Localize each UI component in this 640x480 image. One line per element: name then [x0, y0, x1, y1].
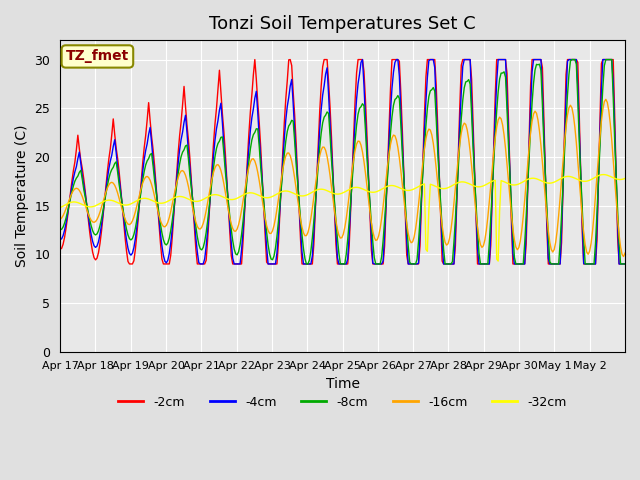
-8cm	[303, 261, 310, 267]
-32cm	[56, 204, 64, 210]
-8cm	[545, 233, 552, 239]
Line: -8cm: -8cm	[60, 60, 625, 264]
-16cm	[621, 250, 629, 256]
-32cm	[620, 176, 627, 182]
-16cm	[543, 213, 550, 219]
-4cm	[348, 172, 356, 178]
-8cm	[621, 261, 629, 267]
-16cm	[602, 96, 610, 102]
-8cm	[76, 169, 83, 175]
Line: -32cm: -32cm	[60, 175, 625, 261]
-16cm	[618, 252, 626, 257]
X-axis label: Time: Time	[326, 377, 360, 391]
-4cm	[93, 243, 101, 249]
-16cm	[56, 216, 64, 222]
Line: -16cm: -16cm	[60, 99, 625, 256]
-16cm	[93, 216, 101, 222]
-2cm	[350, 131, 358, 137]
-16cm	[347, 180, 355, 185]
-32cm	[621, 176, 629, 181]
-8cm	[348, 177, 356, 182]
Legend: -2cm, -4cm, -8cm, -16cm, -32cm: -2cm, -4cm, -8cm, -16cm, -32cm	[113, 391, 572, 414]
Text: TZ_fmet: TZ_fmet	[66, 49, 129, 63]
Line: -4cm: -4cm	[60, 60, 625, 264]
-8cm	[93, 231, 101, 237]
-16cm	[620, 253, 627, 259]
-32cm	[347, 186, 355, 192]
-4cm	[358, 57, 366, 62]
-2cm	[620, 261, 627, 267]
-8cm	[620, 261, 627, 267]
-2cm	[125, 261, 133, 267]
-8cm	[56, 227, 64, 233]
-32cm	[599, 172, 607, 178]
-2cm	[621, 261, 629, 267]
Y-axis label: Soil Temperature (C): Soil Temperature (C)	[15, 125, 29, 267]
-4cm	[56, 237, 64, 242]
-32cm	[494, 258, 502, 264]
-4cm	[462, 57, 470, 62]
-4cm	[76, 149, 83, 155]
-4cm	[196, 261, 204, 267]
-2cm	[251, 57, 259, 62]
-2cm	[56, 246, 64, 252]
-32cm	[76, 200, 83, 206]
-4cm	[620, 261, 627, 267]
-2cm	[546, 261, 554, 267]
-2cm	[76, 146, 83, 152]
-8cm	[460, 85, 468, 91]
-2cm	[93, 255, 101, 261]
-4cm	[546, 261, 554, 267]
-2cm	[462, 57, 470, 62]
Line: -2cm: -2cm	[60, 60, 625, 264]
-32cm	[459, 179, 467, 185]
Title: Tonzi Soil Temperatures Set C: Tonzi Soil Temperatures Set C	[209, 15, 476, 33]
-16cm	[76, 188, 83, 193]
-32cm	[93, 202, 101, 208]
-4cm	[621, 261, 629, 267]
-32cm	[545, 180, 552, 186]
-8cm	[568, 57, 576, 62]
-16cm	[459, 123, 467, 129]
